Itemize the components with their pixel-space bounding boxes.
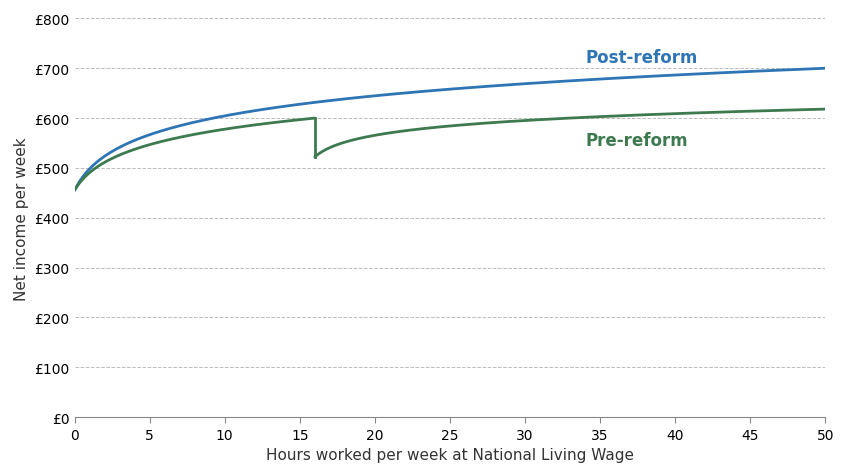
X-axis label: Hours worked per week at National Living Wage: Hours worked per week at National Living… xyxy=(266,447,634,462)
Text: Pre-reform: Pre-reform xyxy=(585,132,688,150)
Text: Post-reform: Post-reform xyxy=(585,49,697,67)
Y-axis label: Net income per week: Net income per week xyxy=(14,137,29,300)
